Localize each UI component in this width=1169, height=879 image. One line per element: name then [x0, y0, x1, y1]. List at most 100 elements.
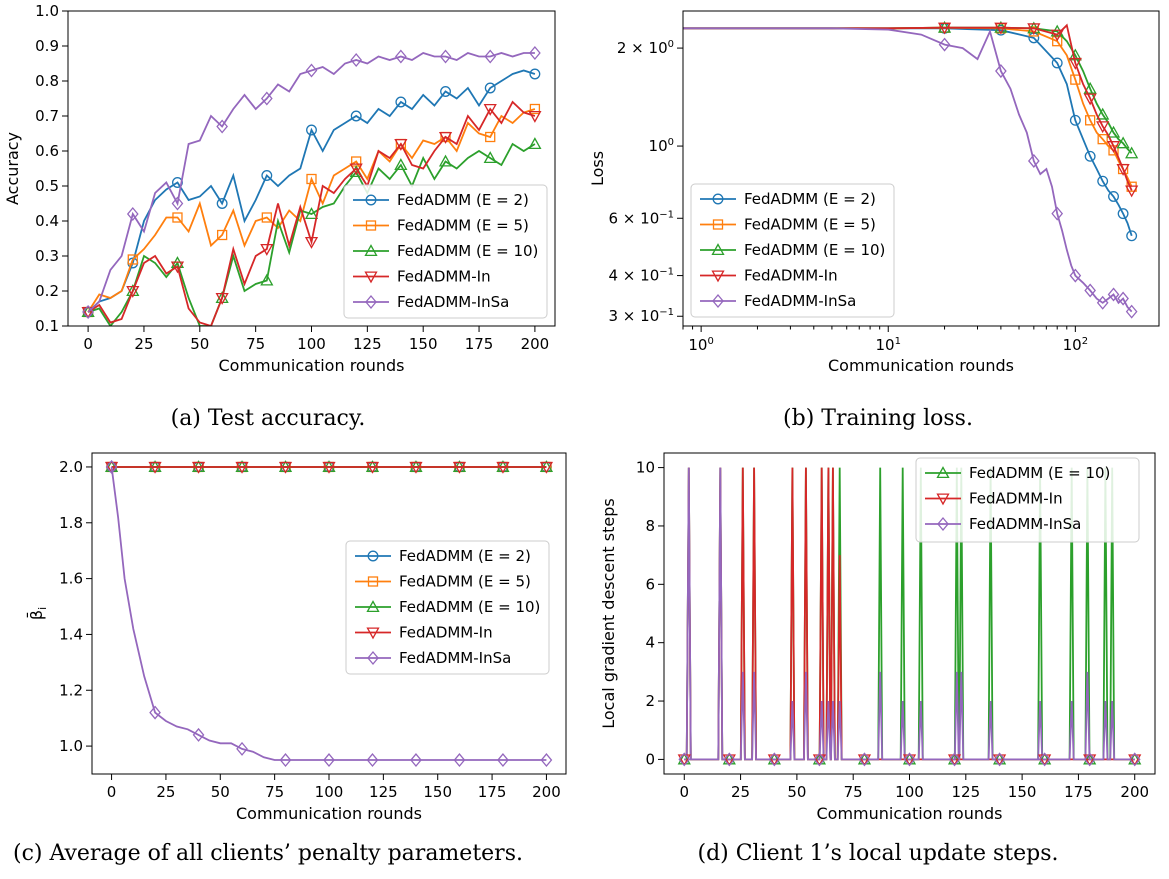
axes-frame	[682, 10, 1160, 327]
y-tick-label: 4 × 10−1	[609, 267, 675, 285]
legend-marker-insa	[365, 294, 377, 310]
data-point-insa	[171, 196, 184, 211]
legend-label-in: FedADMM-In	[397, 268, 491, 286]
panel-a-test-accuracy: 0 25 50 75 100 125 150 175 200 0.1 0.2 0.3 0.4 0.5 0.6…	[3, 2, 556, 375]
data-point-in	[992, 754, 1007, 767]
x-tick-label: 50	[787, 783, 806, 801]
legend-marker-e10	[366, 600, 380, 613]
legend-label-in: FedADMM-In	[744, 267, 838, 285]
data-point-insa	[350, 52, 363, 68]
data-point-e10	[260, 273, 274, 286]
data-point-e5	[485, 131, 496, 143]
data-point-insa	[1128, 752, 1141, 767]
x-tick-label: 175	[465, 335, 494, 353]
data-point-e10	[528, 137, 542, 150]
y-tick-label: 1.0	[59, 737, 83, 755]
panel-d-local-update-steps: 0 25 50 75 100 125 150 175 200 0 2 4 6 8 10 Communicati…	[599, 452, 1156, 823]
y-tick-label: 1.0	[35, 2, 59, 20]
legend-label-e10: FedADMM (E = 10)	[969, 464, 1110, 482]
data-point-insa	[149, 705, 161, 720]
series-e2	[82, 68, 541, 318]
y-tick-label: 6	[645, 575, 655, 593]
legend-label-e2: FedADMM (E = 2)	[397, 191, 529, 209]
data-point-e2	[1084, 150, 1096, 162]
data-point-insa	[1107, 287, 1120, 302]
legend-box	[915, 457, 1140, 543]
series-insa	[82, 45, 541, 320]
data-point-in	[126, 285, 140, 298]
legend: FedADMM (E = 2) FedADMM (E = 5) FedADMM (E…	[343, 184, 548, 319]
y-tick-label: 6 × 10−1	[609, 209, 675, 227]
data-point-in	[1083, 93, 1097, 106]
plot-area	[677, 467, 1142, 767]
y-tick-label: 0.3	[35, 247, 59, 265]
data-point-e2	[395, 96, 407, 108]
legend-marker-in	[711, 270, 725, 283]
plot-area	[81, 45, 542, 326]
x-tick-label: 125	[353, 335, 382, 353]
x-tick-label: 0	[679, 783, 689, 801]
y-tick-label: 1.2	[59, 681, 83, 699]
data-point-in	[483, 103, 497, 116]
data-point-e2	[261, 170, 273, 181]
data-point-in	[767, 754, 781, 767]
data-point-insa	[323, 753, 335, 768]
legend-box	[343, 184, 548, 319]
data-point-e10	[394, 158, 408, 171]
data-point-e10	[1106, 125, 1121, 138]
y-tick-label: 2.0	[59, 458, 83, 476]
legend-label-e10: FedADMM (E = 10)	[397, 242, 538, 260]
data-point-insa	[484, 49, 497, 64]
x-tick-label: 150	[423, 783, 452, 801]
y-tick-label: 10	[636, 459, 655, 477]
data-point-in	[260, 243, 274, 256]
series-insa	[105, 459, 553, 768]
y-axis-label: Accuracy	[3, 132, 22, 205]
data-point-in	[1068, 57, 1082, 70]
y-tick-label: 0.2	[35, 282, 59, 300]
data-point-e2	[306, 124, 317, 136]
x-tick-label: 75	[844, 783, 863, 801]
legend-marker-e10	[711, 243, 725, 256]
y-tick-label: 2 × 100	[617, 39, 674, 57]
data-point-insa	[1125, 304, 1138, 319]
data-point-in	[1083, 754, 1097, 767]
x-tick-label: 125	[369, 783, 398, 801]
data-point-e5	[1097, 134, 1108, 145]
y-tick-label: 100	[649, 137, 674, 155]
data-point-e2	[1069, 114, 1081, 126]
data-point-insa	[948, 752, 961, 767]
x-tick-label: 102	[1063, 336, 1088, 354]
data-point-in	[148, 461, 162, 474]
legend-marker-e10	[936, 466, 950, 479]
series-line-e10	[87, 142, 536, 326]
data-point-e5	[216, 229, 228, 241]
data-point-in	[722, 754, 736, 767]
series-line-insa	[110, 466, 547, 761]
y-tick-label: 1.8	[59, 514, 83, 532]
data-point-in	[1128, 754, 1142, 767]
x-axis-label: Communication rounds	[219, 356, 405, 375]
markers-in	[677, 754, 1142, 767]
legend-label-in: FedADMM-In	[399, 624, 493, 642]
x-tick-label: 25	[731, 783, 750, 801]
data-point-insa	[192, 727, 205, 742]
data-point-insa	[903, 752, 916, 767]
data-point-insa	[105, 459, 118, 474]
data-point-insa	[236, 741, 248, 756]
data-point-insa	[768, 752, 781, 767]
data-point-in	[677, 754, 691, 767]
series-line-insa	[87, 52, 535, 313]
y-tick-label: 1.4	[59, 625, 83, 643]
x-tick-label: 200	[521, 335, 550, 353]
data-point-in	[1027, 23, 1041, 36]
series-in	[104, 461, 554, 474]
data-point-in	[322, 461, 336, 474]
data-point-e2	[350, 110, 362, 122]
legend-label-insa: FedADMM-InSa	[969, 515, 1081, 533]
data-point-e2	[1097, 175, 1109, 187]
data-point-insa	[529, 45, 541, 61]
data-point-insa	[305, 63, 318, 78]
y-axis-label: β̄i	[27, 607, 49, 620]
data-point-insa	[497, 753, 509, 768]
